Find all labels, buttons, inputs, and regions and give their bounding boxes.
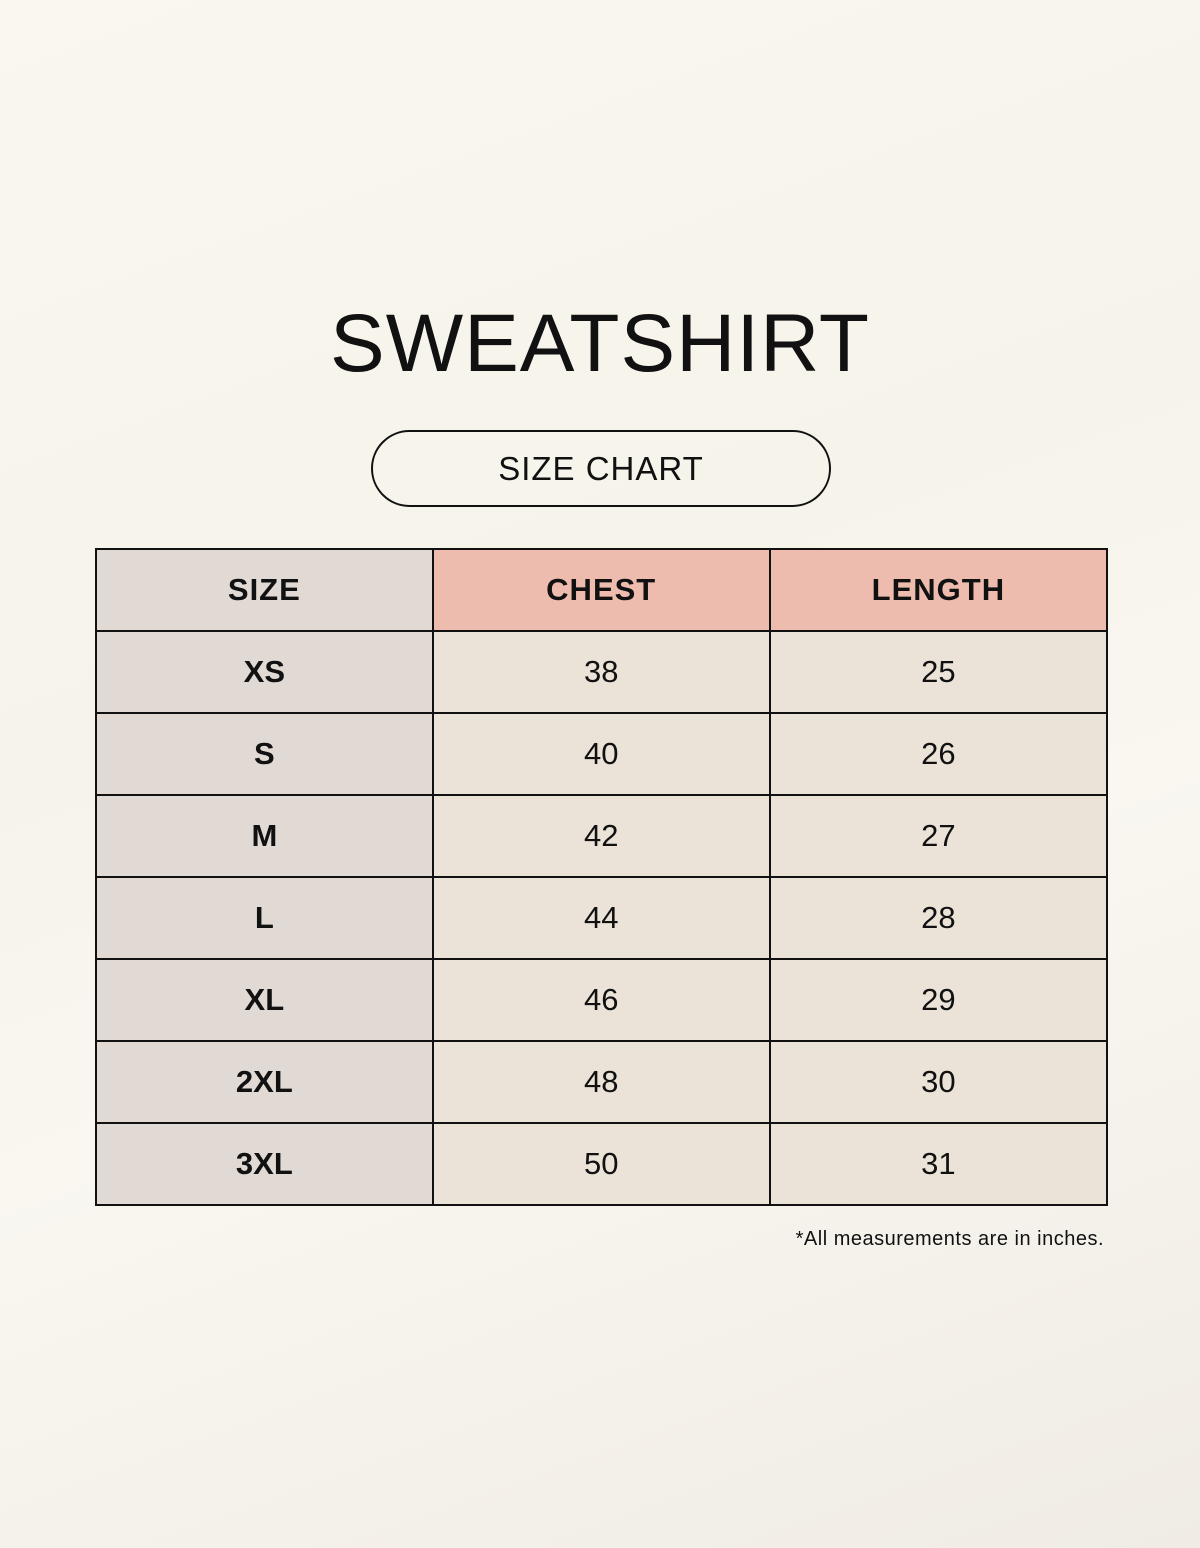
cell-size: XL	[95, 958, 434, 1042]
cell-size: 3XL	[95, 1122, 434, 1206]
cell-size: 2XL	[95, 1040, 434, 1124]
cell-size: L	[95, 876, 434, 960]
table-row: XL 46 29	[95, 958, 1109, 1042]
table-row: 3XL 50 31	[95, 1122, 1109, 1206]
cell-chest: 48	[431, 1040, 771, 1124]
cell-length: 30	[768, 1040, 1109, 1124]
table-row: S 40 26	[95, 712, 1109, 796]
table-row: XS 38 25	[95, 630, 1109, 714]
cell-size: XS	[95, 630, 434, 714]
cell-chest: 50	[431, 1122, 771, 1206]
cell-length: 27	[768, 794, 1109, 878]
cell-length: 25	[768, 630, 1109, 714]
header-size: SIZE	[95, 548, 434, 632]
header-chest: CHEST	[431, 548, 771, 632]
cell-chest: 38	[431, 630, 771, 714]
size-chart-label: SIZE CHART	[498, 449, 704, 487]
cell-size: M	[95, 794, 434, 878]
cell-length: 26	[768, 712, 1109, 796]
table-row: L 44 28	[95, 876, 1109, 960]
page-title: SWEATSHIRT	[330, 298, 870, 389]
footnote: *All measurements are in inches.	[795, 1228, 1104, 1250]
table-row: M 42 27	[95, 794, 1109, 878]
table-header-row: SIZE CHEST LENGTH	[95, 548, 1109, 632]
size-table: SIZE CHEST LENGTH XS 38 25 S 40 26 M 42 27 L 44 28 X…	[95, 548, 1109, 1206]
table-row: 2XL 48 30	[95, 1040, 1109, 1124]
cell-size: S	[95, 712, 434, 796]
header-length: LENGTH	[768, 548, 1109, 632]
cell-length: 29	[768, 958, 1109, 1042]
size-chart-badge: SIZE CHART	[371, 430, 831, 507]
cell-length: 28	[768, 876, 1109, 960]
cell-chest: 40	[431, 712, 771, 796]
cell-chest: 42	[431, 794, 771, 878]
cell-chest: 44	[431, 876, 771, 960]
cell-length: 31	[768, 1122, 1109, 1206]
cell-chest: 46	[431, 958, 771, 1042]
